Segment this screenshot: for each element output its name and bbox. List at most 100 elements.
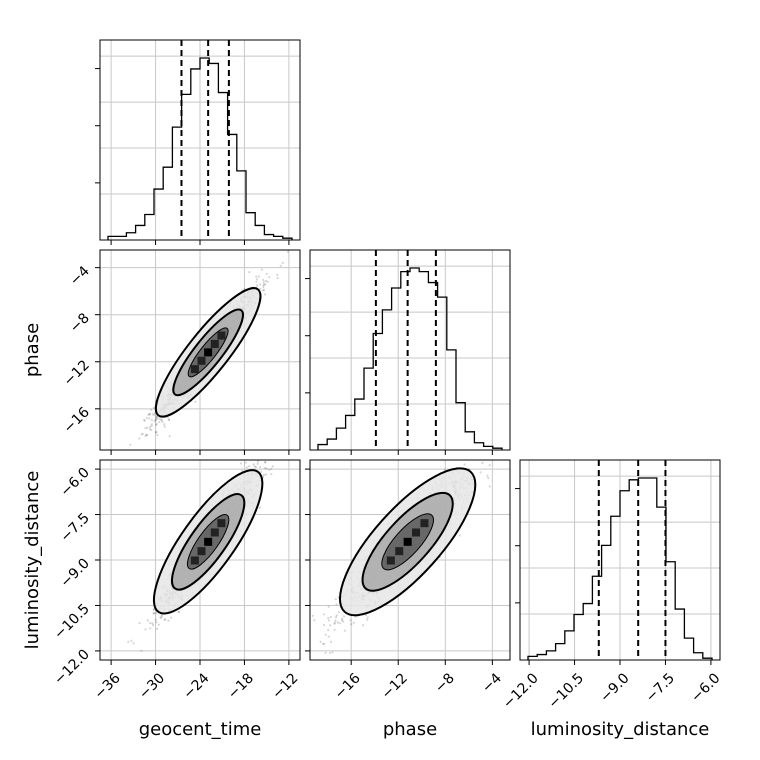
density-cell <box>190 365 199 374</box>
sample-point <box>145 433 148 436</box>
sample-point <box>143 419 146 422</box>
sample-point <box>160 615 164 618</box>
sample-point <box>487 476 490 480</box>
panel-grid <box>310 250 510 450</box>
sample-point <box>160 419 163 422</box>
sample-point <box>286 250 289 253</box>
sample-point <box>319 640 322 644</box>
sample-point <box>163 425 166 428</box>
sample-point <box>329 615 332 619</box>
sample-point <box>141 432 144 435</box>
sample-point <box>150 428 153 431</box>
density-cell <box>204 537 213 546</box>
density-cell <box>210 339 219 348</box>
y-tick-label: −4 <box>67 263 93 289</box>
sample-point <box>132 642 135 645</box>
sample-point <box>331 651 334 654</box>
sample-point <box>157 623 160 626</box>
sample-point <box>264 279 267 283</box>
sample-point <box>350 623 353 626</box>
sample-point <box>265 272 268 275</box>
sample-point <box>336 621 339 624</box>
sample-point <box>163 618 166 622</box>
sample-point <box>140 433 143 436</box>
sample-point <box>154 618 157 622</box>
sample-point <box>259 466 262 469</box>
sample-point <box>486 474 489 477</box>
sample-point <box>256 284 259 287</box>
panel-grid <box>520 460 720 660</box>
y-tick-label: −16 <box>61 404 93 436</box>
sample-point <box>144 427 147 430</box>
sample-point <box>156 433 159 437</box>
sample-point <box>169 616 173 619</box>
sample-point <box>160 418 163 421</box>
sample-point <box>194 400 197 403</box>
sample-point <box>276 273 279 276</box>
sample-point <box>333 622 336 625</box>
sample-point <box>263 467 266 470</box>
sample-point <box>164 618 167 621</box>
sample-point <box>324 651 327 655</box>
y-tick-label: −6.0 <box>57 465 92 500</box>
sample-point <box>479 471 482 474</box>
sample-point <box>155 430 158 433</box>
sample-point <box>253 465 256 468</box>
sample-point <box>168 419 171 422</box>
sample-point <box>343 629 346 632</box>
sample-point <box>340 619 344 622</box>
sample-point <box>342 620 345 623</box>
density-cell <box>217 331 226 340</box>
sample-point <box>330 640 333 644</box>
sample-point <box>254 465 258 469</box>
sample-point <box>258 506 261 509</box>
density-core <box>190 331 226 374</box>
sample-point <box>153 420 156 423</box>
sample-point <box>145 416 148 420</box>
sample-point <box>167 619 170 622</box>
sample-point <box>150 424 153 427</box>
sample-point <box>334 598 337 601</box>
sample-point <box>158 417 161 420</box>
sample-point <box>177 611 180 614</box>
sample-point <box>334 616 338 619</box>
sample-point <box>155 612 158 615</box>
sample-point <box>327 605 330 608</box>
sample-point <box>335 614 338 617</box>
sample-point <box>248 465 251 468</box>
sample-point <box>255 280 258 283</box>
density-cell <box>412 528 421 537</box>
sample-point <box>324 633 327 636</box>
sample-point <box>152 608 155 612</box>
x-tick-label: −7.5 <box>643 670 678 705</box>
sample-point <box>263 289 266 292</box>
sample-point <box>155 416 158 419</box>
sample-point <box>244 461 247 464</box>
sample-point <box>150 408 153 411</box>
sample-point <box>323 642 326 646</box>
sample-point <box>146 426 149 429</box>
density-cell <box>420 519 429 528</box>
sample-point <box>138 622 141 625</box>
sample-point <box>149 425 152 429</box>
sample-point <box>245 466 248 469</box>
sample-point <box>327 635 330 638</box>
sample-point <box>264 283 267 286</box>
sample-point <box>265 467 268 470</box>
density-cell <box>386 556 395 565</box>
sample-point <box>146 433 149 437</box>
sample-point <box>264 460 267 464</box>
x-tick-label: −24 <box>180 670 212 702</box>
x-tick-label: −10.5 <box>546 670 588 712</box>
sample-point <box>327 616 330 620</box>
density-cell <box>197 547 206 556</box>
sample-point <box>155 431 158 434</box>
sample-point <box>279 264 282 267</box>
sample-point <box>153 413 156 416</box>
sample-point <box>341 617 344 620</box>
sample-point <box>151 622 154 625</box>
panel-grid <box>100 250 300 450</box>
sample-point <box>150 423 153 426</box>
sample-point <box>256 460 260 463</box>
y-tick-label: −12.0 <box>51 646 93 688</box>
